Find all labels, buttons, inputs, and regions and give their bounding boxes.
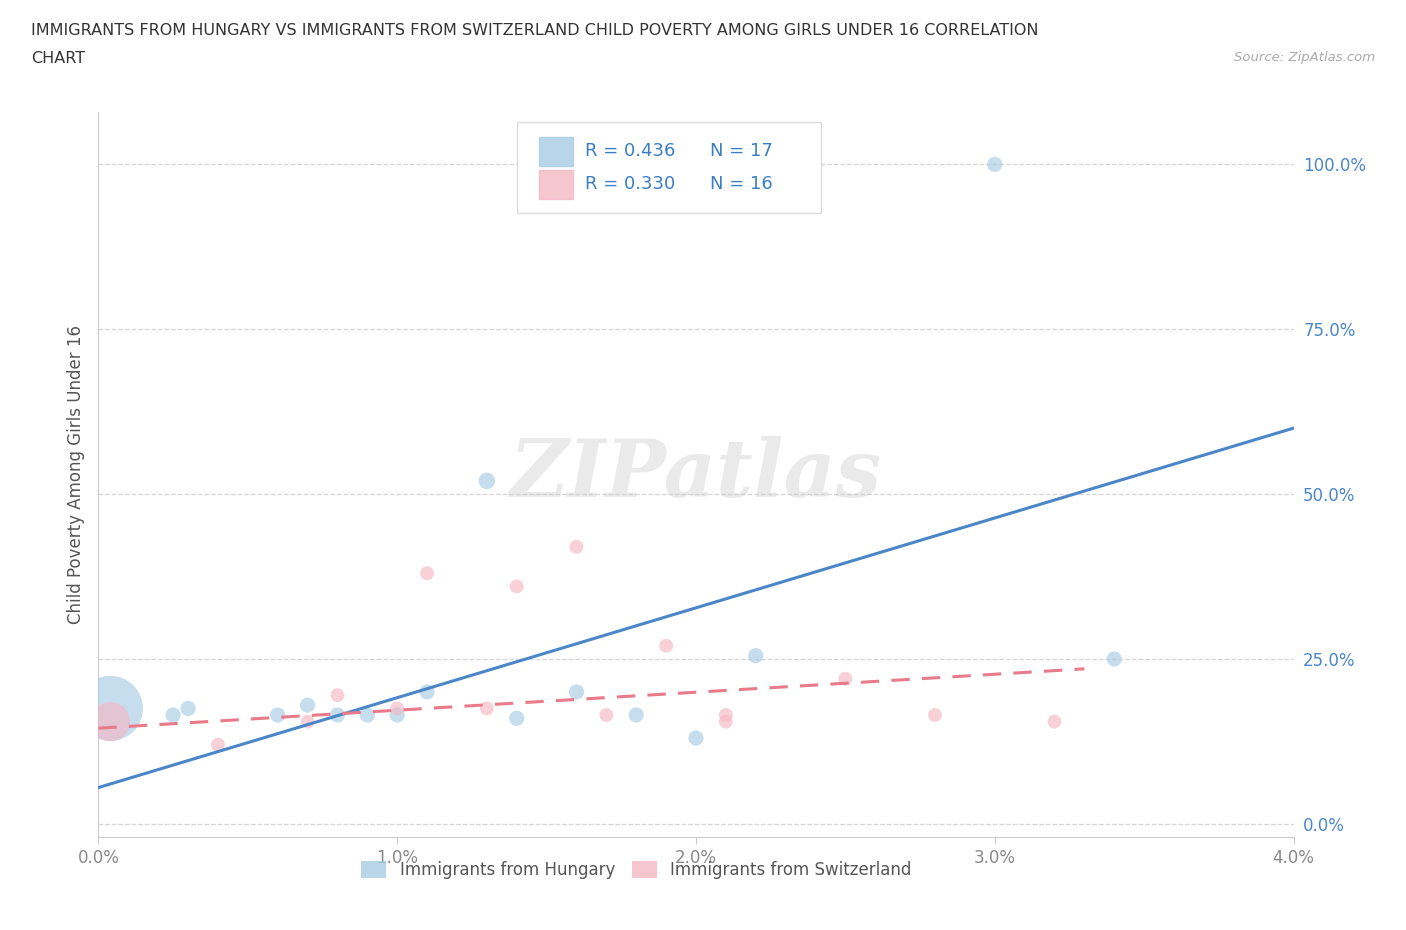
Point	[416, 565, 439, 580]
Text: R = 0.436: R = 0.436	[585, 142, 675, 161]
Point	[385, 708, 409, 723]
Point	[207, 737, 229, 752]
Bar	[540, 169, 572, 199]
Point	[297, 698, 319, 712]
Point	[356, 708, 378, 723]
Y-axis label: Child Poverty Among Girls Under 16: Child Poverty Among Girls Under 16	[66, 325, 84, 624]
Point	[834, 671, 856, 686]
Bar	[540, 137, 572, 166]
Point	[565, 684, 588, 699]
Point	[714, 708, 737, 723]
Point	[506, 579, 529, 594]
Text: N = 16: N = 16	[710, 175, 773, 193]
Point	[1104, 652, 1126, 667]
Point	[326, 708, 349, 723]
Text: CHART: CHART	[31, 51, 84, 66]
Point	[626, 708, 648, 723]
Point	[506, 711, 529, 725]
Text: ZIPatlas: ZIPatlas	[510, 435, 882, 513]
Point	[655, 638, 678, 653]
Point	[745, 648, 768, 663]
Text: N = 17: N = 17	[710, 142, 773, 161]
Point	[98, 714, 122, 729]
Text: IMMIGRANTS FROM HUNGARY VS IMMIGRANTS FROM SWITZERLAND CHILD POVERTY AMONG GIRLS: IMMIGRANTS FROM HUNGARY VS IMMIGRANTS FR…	[31, 23, 1039, 38]
Point	[714, 714, 737, 729]
Point	[565, 539, 588, 554]
Point	[475, 701, 498, 716]
Text: Source: ZipAtlas.com: Source: ZipAtlas.com	[1234, 51, 1375, 64]
Point	[162, 708, 184, 723]
Point	[595, 708, 617, 723]
Point	[297, 714, 319, 729]
Point	[924, 708, 946, 723]
Text: R = 0.330: R = 0.330	[585, 175, 675, 193]
Point	[685, 731, 707, 746]
Point	[1043, 714, 1066, 729]
Point	[267, 708, 290, 723]
Point	[177, 701, 200, 716]
Point	[984, 157, 1007, 172]
Point	[385, 701, 409, 716]
Point	[326, 688, 349, 703]
Legend: Immigrants from Hungary, Immigrants from Switzerland: Immigrants from Hungary, Immigrants from…	[361, 861, 911, 880]
Point	[98, 701, 122, 716]
FancyBboxPatch shape	[517, 123, 821, 213]
Point	[416, 684, 439, 699]
Point	[475, 473, 498, 488]
